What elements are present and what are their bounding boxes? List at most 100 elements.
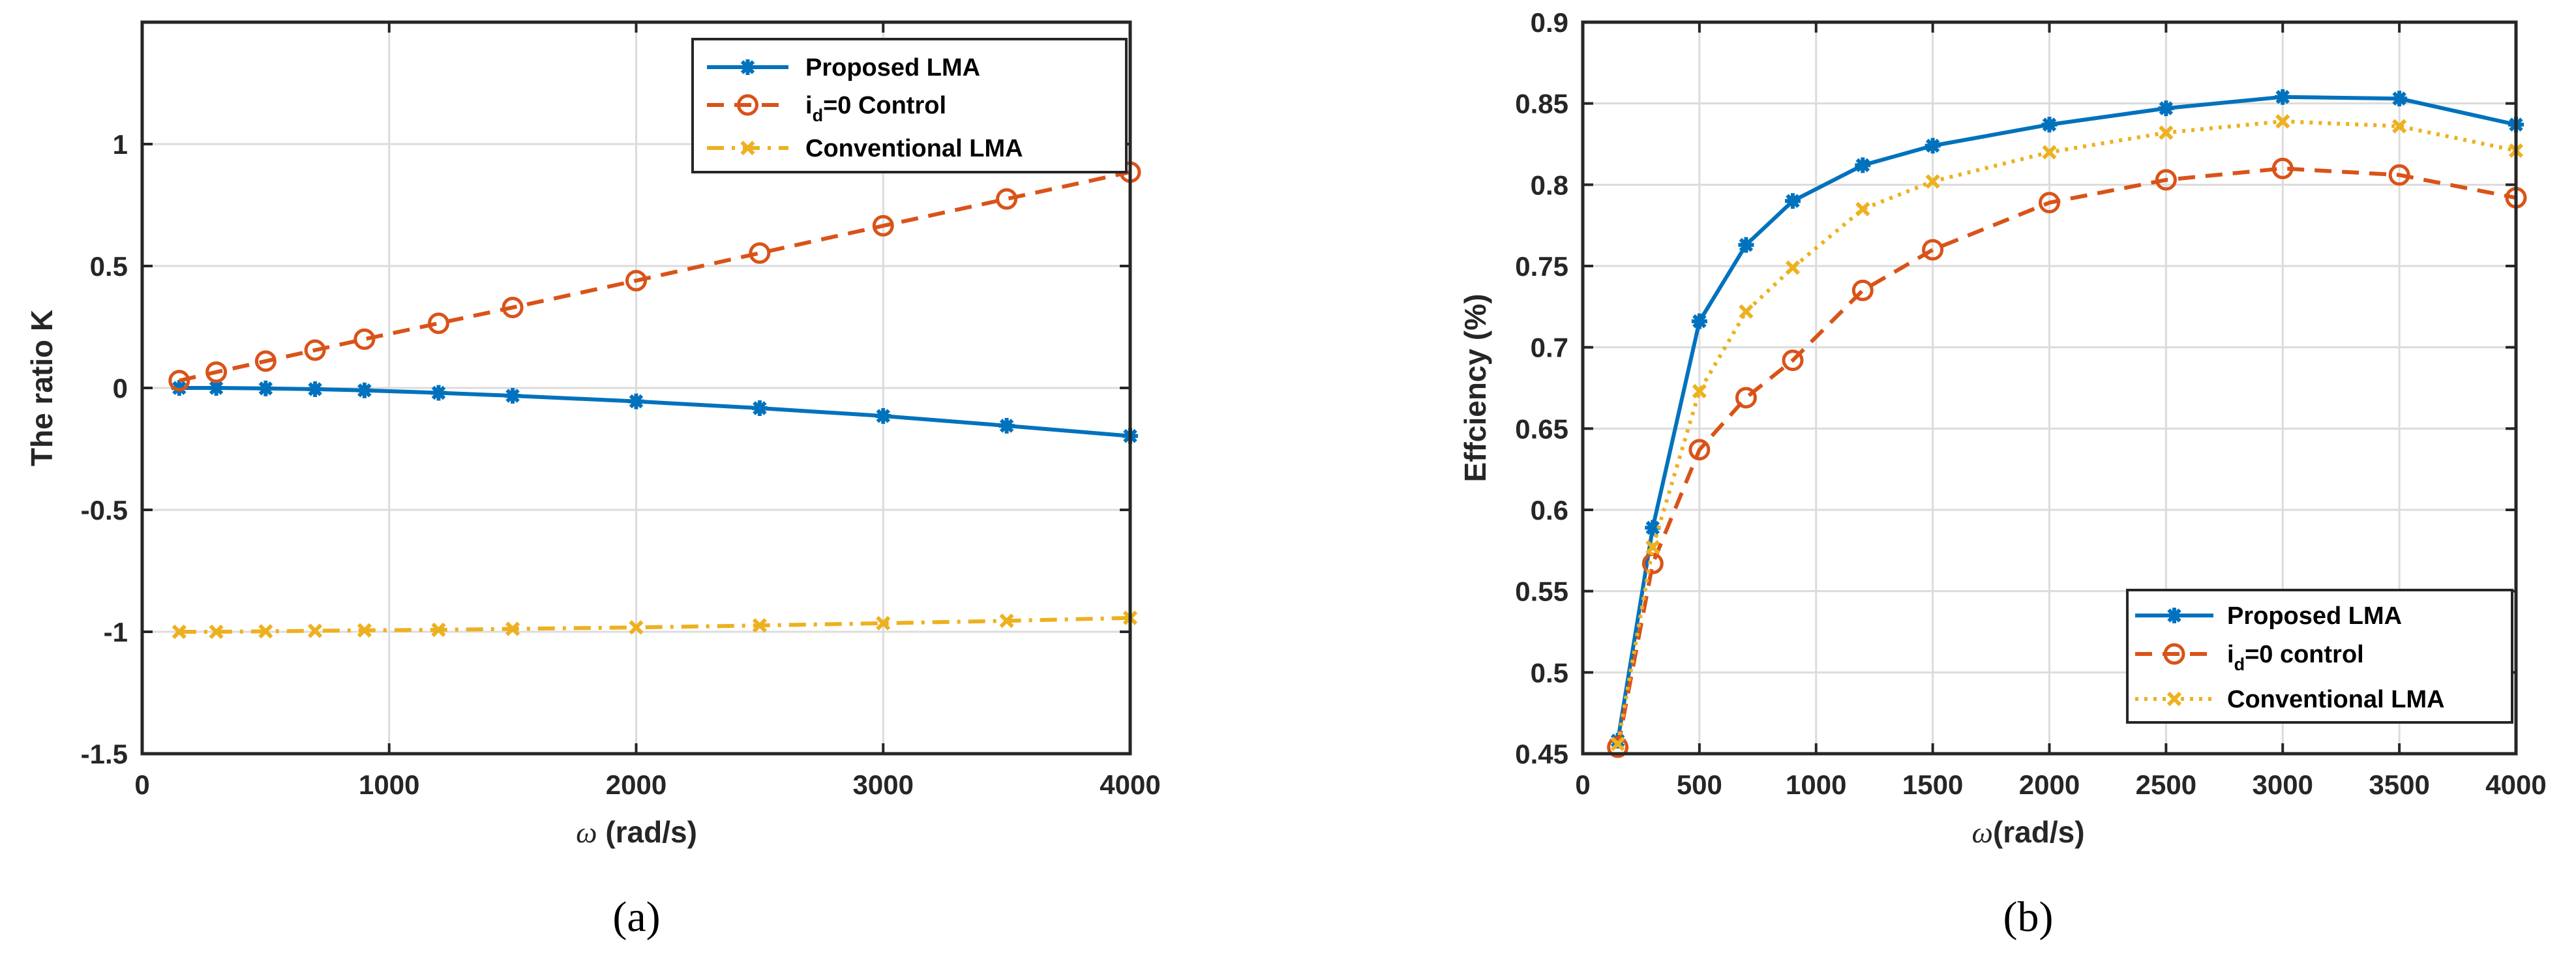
legend-label: Proposed LMA xyxy=(805,54,980,81)
y-tick-label: 0.6 xyxy=(1531,495,1568,526)
data-point-marker xyxy=(430,385,447,401)
legend-label-main: Conventional LMA xyxy=(2227,686,2445,713)
data-point-marker xyxy=(1925,138,1941,154)
data-point-marker xyxy=(875,408,891,424)
x-tick-label: 3000 xyxy=(853,769,914,800)
data-point-marker xyxy=(172,624,187,640)
series-proposed-lma xyxy=(1610,89,2524,749)
data-point-marker xyxy=(2275,113,2290,129)
data-point-marker xyxy=(205,361,228,383)
x-tick-label: 1000 xyxy=(359,769,419,800)
legend-label-main: Proposed LMA xyxy=(805,54,980,81)
x-axis-symbol: ω xyxy=(1971,816,1992,849)
data-point-marker xyxy=(749,242,771,264)
x-tick-label: 4000 xyxy=(1100,769,1160,800)
data-point-marker xyxy=(999,614,1014,629)
chart-panel-a: 0 1000 2000 3000 4000 -1.5 -1 -0.5 0 0.5 1 ω (rad/s… xyxy=(25,20,1161,941)
data-point-marker xyxy=(998,417,1015,434)
data-point-marker xyxy=(1785,260,1801,275)
data-point-marker xyxy=(1607,736,1629,758)
data-point-marker xyxy=(1855,157,1871,173)
legend-entry: id=0 Control xyxy=(707,92,946,125)
data-point-marker xyxy=(1645,520,1661,536)
x-axis-text: (rad/s) xyxy=(597,815,697,849)
x-tick-label: 4000 xyxy=(2485,769,2546,800)
legend-marker-sample xyxy=(2166,608,2182,623)
legend-entry: Conventional LMA xyxy=(2135,686,2445,713)
data-point-marker xyxy=(1925,174,1940,189)
legend-label: Conventional LMA xyxy=(2227,686,2445,713)
data-point-marker xyxy=(2039,192,2060,214)
legend-marker-sample xyxy=(737,94,758,116)
y-tick-label: 0.45 xyxy=(1515,739,1568,769)
panel-label: (a) xyxy=(612,893,660,941)
y-tick-label: -1.5 xyxy=(81,739,128,769)
data-point-marker xyxy=(1784,193,1801,209)
legend-label-subscript: d xyxy=(813,106,824,125)
data-point-marker xyxy=(2392,119,2407,134)
legend-label-subscript: d xyxy=(2234,655,2245,674)
series-line xyxy=(1615,95,2517,741)
data-point-marker xyxy=(2042,145,2057,160)
legend-entry: Conventional LMA xyxy=(707,135,1023,162)
series-line xyxy=(1615,166,2517,748)
legend: Proposed LMA id=0 Control Conventional LMA xyxy=(691,38,1128,173)
data-point-marker xyxy=(307,381,323,397)
x-axis-text: (rad/s) xyxy=(1993,815,2085,849)
legend-marker-sample xyxy=(2166,691,2182,707)
data-point-marker xyxy=(2388,164,2410,186)
series-line xyxy=(179,170,1131,383)
data-point-marker xyxy=(2271,157,2294,179)
y-tick-label: 0.85 xyxy=(1515,89,1568,119)
series-conventional-lma xyxy=(1610,113,2524,752)
data-point-marker xyxy=(505,387,521,404)
legend-entry: id=0 control xyxy=(2135,641,2364,674)
panel-label: (b) xyxy=(2003,893,2054,941)
data-point-marker xyxy=(428,312,449,334)
data-point-marker xyxy=(1855,201,1870,216)
data-point-marker xyxy=(356,382,372,398)
data-point-marker xyxy=(625,269,647,291)
x-tick-label: 1500 xyxy=(1902,769,1963,800)
y-tick-label: 0.55 xyxy=(1515,576,1568,607)
data-point-marker xyxy=(1645,540,1660,555)
legend-label-main: Conventional LMA xyxy=(805,135,1023,162)
data-point-marker xyxy=(2158,100,2174,117)
legend-entry: Proposed LMA xyxy=(2135,602,2402,630)
data-point-marker xyxy=(751,400,768,417)
y-tick-label: 0.5 xyxy=(1531,657,1568,688)
chart-panel-b: 0 500 1000 1500 2000 2500 3000 3500 4000 0.45 0.5 0… xyxy=(1458,7,2547,941)
y-tick-label: 1 xyxy=(113,129,128,160)
data-point-marker xyxy=(353,328,376,350)
data-point-marker xyxy=(1735,387,1757,409)
y-tick-label: -0.5 xyxy=(81,495,128,526)
data-point-marker xyxy=(1692,383,1707,399)
series-id-0-control xyxy=(1607,157,2527,758)
data-point-marker xyxy=(258,624,273,639)
data-point-marker xyxy=(1691,313,1707,329)
legend-label-main: Proposed LMA xyxy=(2227,602,2402,630)
data-point-marker xyxy=(208,380,224,396)
x-tick-label: 1000 xyxy=(1786,769,1846,800)
y-tick-label: 0.9 xyxy=(1531,7,1568,38)
y-tick-label: 0 xyxy=(113,373,128,404)
y-tick-label: 0.7 xyxy=(1531,333,1568,363)
legend-label-main: i xyxy=(805,92,813,119)
x-tick-label: 2000 xyxy=(2019,769,2080,800)
series-line xyxy=(179,615,1131,634)
legend-marker-sample xyxy=(740,59,756,75)
data-point-marker xyxy=(1738,237,1754,253)
y-tick-label: 0.75 xyxy=(1515,251,1568,282)
series-line xyxy=(179,386,1131,438)
data-point-marker xyxy=(258,380,274,396)
x-axis-symbol: ω xyxy=(576,816,597,849)
legend-entry: Proposed LMA xyxy=(707,54,980,81)
data-point-marker xyxy=(996,188,1018,210)
data-point-marker xyxy=(2275,89,2291,105)
x-axis-label: ω (rad/s) xyxy=(576,815,697,849)
y-tick-label: -1 xyxy=(104,617,128,647)
data-point-marker xyxy=(876,615,891,631)
y-tick-label: 0.8 xyxy=(1531,170,1568,200)
legend-label: id=0 control xyxy=(2227,641,2364,674)
